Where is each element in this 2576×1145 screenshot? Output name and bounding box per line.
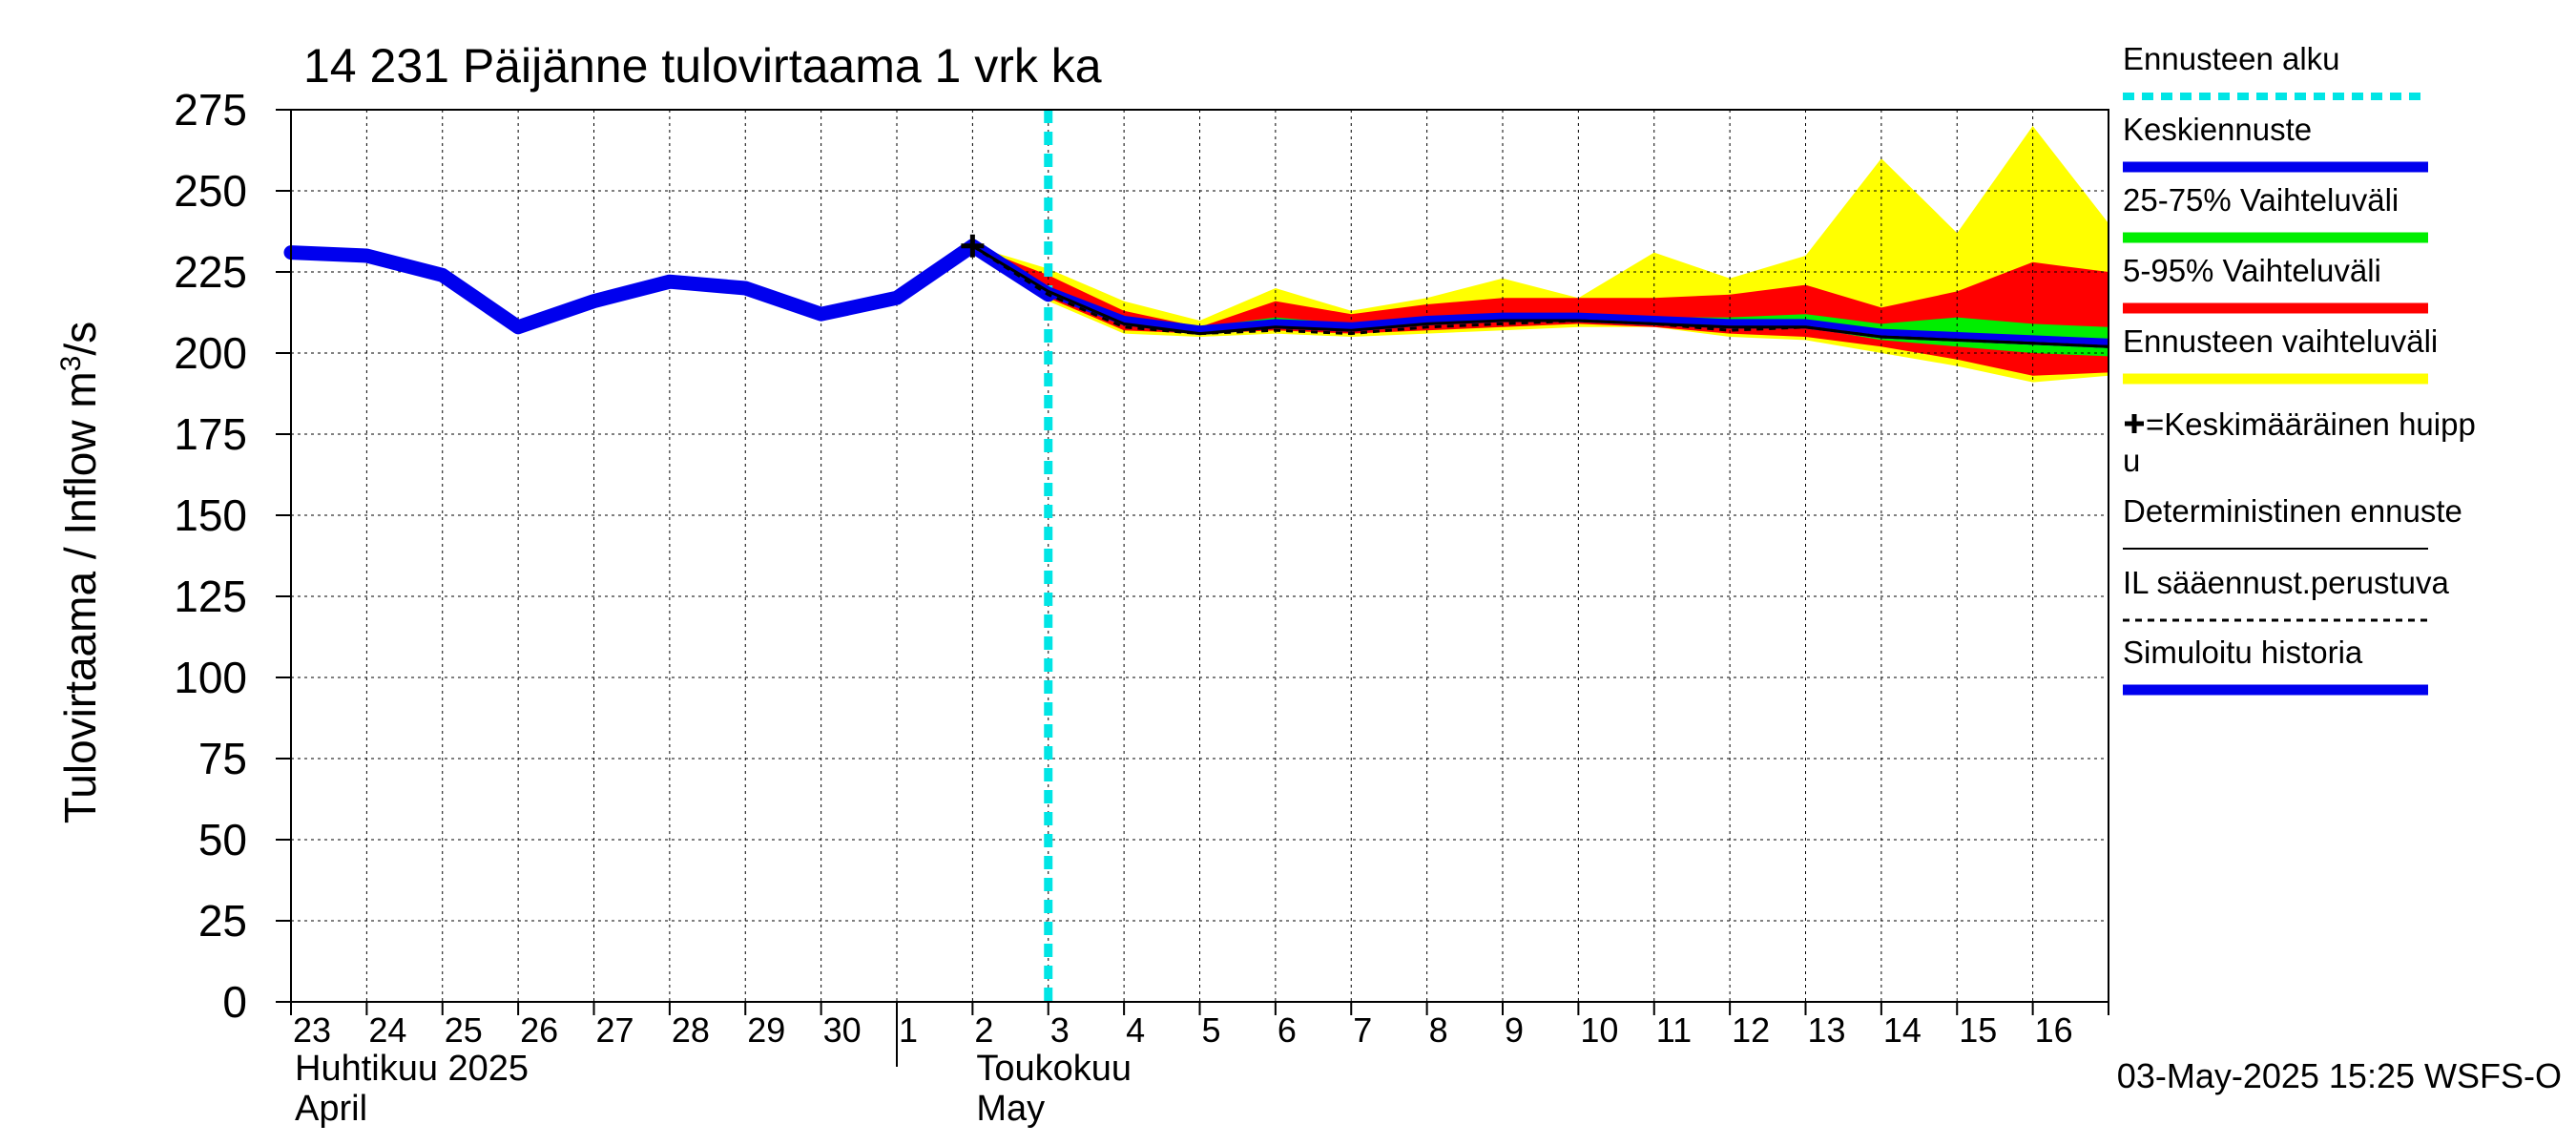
x-tick-label: 3 (1050, 1010, 1070, 1050)
y-tick-label: 275 (174, 85, 247, 135)
y-axis-label: Tulovirtaama / Inflow m3/s (55, 322, 106, 823)
x-tick-label: 1 (899, 1010, 918, 1050)
y-tick-label: 250 (174, 166, 247, 216)
legend-item: Ennusteen vaihteluväli (2123, 323, 2438, 385)
y-tick-label: 75 (198, 734, 247, 783)
legend-label: 25-75% Vaihteluväli (2123, 182, 2399, 218)
legend-label: IL sääennust.perustuva (2123, 565, 2449, 600)
legend-item: IL sääennust.perustuva (2123, 565, 2449, 622)
y-axis-label-unit-tail: /s (55, 322, 105, 356)
x-tick-label: 14 (1883, 1010, 1922, 1050)
x-tick-label: 30 (823, 1010, 862, 1050)
y-tick-label: 150 (174, 490, 247, 540)
y-tick-label: 50 (198, 815, 247, 864)
x-tick-label: 25 (445, 1010, 483, 1050)
x-tick-label: 13 (1808, 1010, 1846, 1050)
month-label-en: April (295, 1089, 367, 1129)
x-tick-label: 24 (368, 1010, 406, 1050)
y-axis-label-unit-sup: 3 (55, 356, 87, 372)
legend-swatch-peak (2125, 414, 2144, 433)
x-tick-label: 27 (596, 1010, 634, 1050)
legend-label: Simuloitu historia (2123, 635, 2363, 670)
y-axis-label-unit-base: m (55, 371, 105, 407)
band-5-95 (972, 245, 2109, 376)
x-tick-label: 12 (1732, 1010, 1770, 1050)
x-tick-label: 8 (1429, 1010, 1448, 1050)
legend-label: 5-95% Vaihteluväli (2123, 253, 2381, 288)
y-tick-label: 100 (174, 653, 247, 702)
legend-item: 5-95% Vaihteluväli (2123, 253, 2428, 314)
legend-item: Simuloitu historia (2123, 635, 2428, 696)
y-tick-label: 225 (174, 247, 247, 297)
legend-label-cont: u (2123, 443, 2140, 478)
peak-marker (961, 234, 985, 258)
x-tick-label: 28 (672, 1010, 710, 1050)
x-tick-label: 10 (1580, 1010, 1618, 1050)
legend-item: Ennusteen alku (2123, 41, 2428, 100)
x-tick-label: 29 (747, 1010, 785, 1050)
il-forecast-line (971, 244, 2109, 348)
legend: Ennusteen alku Keskiennuste 25-75% Vaihtel… (2123, 41, 2476, 696)
grid-lines (291, 109, 2109, 1002)
legend-item: Deterministinen ennuste (2123, 493, 2462, 550)
x-tick-label: 23 (293, 1010, 331, 1050)
history-line (283, 239, 1056, 335)
legend-label: Keskiennuste (2123, 112, 2312, 147)
legend-label: Ennusteen alku (2123, 41, 2340, 76)
series-lines (283, 234, 2109, 348)
x-tick-label: 2 (974, 1010, 993, 1050)
y-tick-label: 175 (174, 409, 247, 459)
y-tick-label: 200 (174, 328, 247, 378)
month-label: Huhtikuu 2025 (295, 1049, 529, 1089)
y-tick-label: 0 (222, 977, 247, 1027)
x-tick-label: 4 (1126, 1010, 1145, 1050)
y-axis-label-main: Tulovirtaama / Inflow (55, 420, 105, 823)
month-label-en: May (976, 1089, 1045, 1129)
y-tick-label: 25 (198, 896, 247, 946)
x-tick-label: 11 (1656, 1010, 1692, 1050)
timestamp: 03-May-2025 15:25 WSFS-O (2117, 1056, 2562, 1095)
x-tick-label: 7 (1353, 1010, 1372, 1050)
legend-item: 25-75% Vaihteluväli (2123, 182, 2428, 243)
legend-label: Deterministinen ennuste (2123, 493, 2462, 529)
x-tick-label: 26 (520, 1010, 558, 1050)
x-tick-label: 16 (2035, 1010, 2073, 1050)
legend-label: Ennusteen vaihteluväli (2123, 323, 2438, 359)
axes (276, 109, 2109, 1067)
x-tick-label: 5 (1202, 1010, 1221, 1050)
x-tick-label: 15 (1959, 1010, 1997, 1050)
x-tick-label: 6 (1278, 1010, 1297, 1050)
legend-item: Keskiennuste (2123, 112, 2428, 173)
x-tick-label: 9 (1505, 1010, 1524, 1050)
y-tick-label: 125 (174, 572, 247, 621)
mean-forecast-line (969, 241, 2109, 348)
legend-label: =Keskimääräinen huipp (2146, 406, 2476, 442)
chart-title: 14 231 Päijänne tulovirtaama 1 vrk ka (303, 39, 1102, 93)
month-label: Toukokuu (976, 1049, 1132, 1089)
